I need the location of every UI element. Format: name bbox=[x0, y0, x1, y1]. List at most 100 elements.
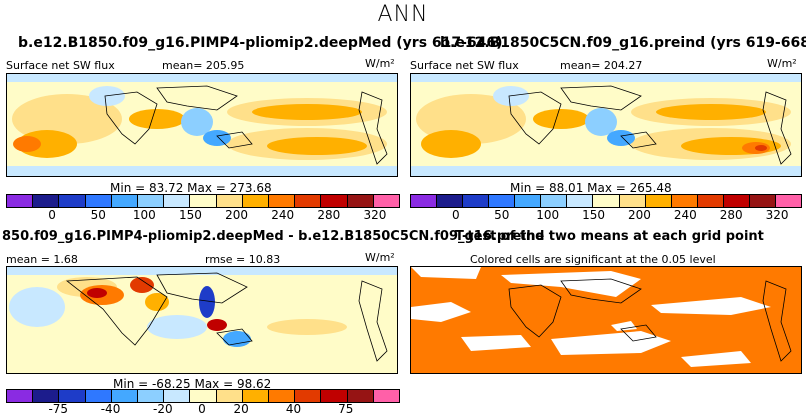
panel-c-map bbox=[6, 266, 398, 374]
panel-b-colorbar bbox=[410, 194, 802, 208]
colorbar-swatch bbox=[347, 390, 374, 402]
colorbar-tick-label: -75 bbox=[48, 402, 69, 416]
colorbar-tick-label: -20 bbox=[152, 402, 173, 416]
colorbar-tick-label: 240 bbox=[673, 208, 697, 222]
colorbar-swatch bbox=[216, 195, 243, 207]
colorbar-swatch bbox=[33, 390, 60, 402]
colorbar-swatch bbox=[347, 195, 374, 207]
colorbar-tick-label: 150 bbox=[179, 208, 202, 222]
colorbar-swatch bbox=[321, 195, 348, 207]
colorbar-swatch bbox=[723, 195, 750, 207]
colorbar-swatch bbox=[242, 390, 270, 402]
panel-b-title: b.e12.B1850C5CN.f09_g16.preind (yrs 619-… bbox=[440, 35, 806, 51]
colorbar-swatch bbox=[489, 195, 516, 207]
panel-b-minmax: Min = 88.01 Max = 265.48 bbox=[510, 181, 672, 195]
colorbar-tick-label: 50 bbox=[90, 208, 106, 222]
colorbar-swatch bbox=[85, 195, 112, 207]
colorbar-tick-label: 50 bbox=[494, 208, 510, 222]
panel-b-variable: Surface net SW flux bbox=[410, 59, 519, 72]
panel-c-field bbox=[7, 267, 397, 373]
colorbar-swatch bbox=[697, 195, 724, 207]
colorbar-swatch bbox=[593, 195, 620, 207]
colorbar-tick-label: 280 bbox=[317, 208, 341, 222]
colorbar-swatch bbox=[373, 195, 400, 207]
colorbar-tick-label: 75 bbox=[338, 402, 354, 416]
colorbar-swatch bbox=[321, 390, 348, 402]
colorbar-tick-label: -40 bbox=[100, 402, 121, 416]
colorbar-tick-label: 320 bbox=[765, 208, 789, 222]
colorbar-tick-label: 100 bbox=[536, 208, 560, 222]
colorbar-swatch bbox=[111, 390, 139, 402]
colorbar-swatch bbox=[463, 195, 490, 207]
panel-c-title: 850.f09_g16.PIMP4-pliomip2.deepMed - b.e… bbox=[2, 229, 545, 244]
colorbar-swatch bbox=[619, 195, 646, 207]
colorbar-tick-label: 100 bbox=[132, 208, 156, 222]
colorbar-swatch bbox=[269, 195, 296, 207]
colorbar-swatch bbox=[541, 195, 568, 207]
colorbar-swatch bbox=[111, 195, 139, 207]
colorbar-swatch bbox=[216, 390, 243, 402]
panel-b-field bbox=[411, 74, 801, 176]
colorbar-swatch bbox=[749, 195, 776, 207]
panel-b-colorbar-ticks: 0 50 100 150 200 240 280 320 bbox=[410, 208, 800, 222]
panel-c-colorbar-ticks: -75 -40 -20 0 20 40 75 bbox=[6, 402, 398, 416]
colorbar-tick-label: 0 bbox=[48, 208, 56, 222]
colorbar-swatch bbox=[138, 390, 165, 402]
colorbar-tick-label: 0 bbox=[452, 208, 460, 222]
colorbar-swatch bbox=[85, 390, 112, 402]
colorbar-swatch bbox=[567, 195, 594, 207]
colorbar-tick-label: 200 bbox=[627, 208, 651, 222]
panel-c-mean: mean = 1.68 bbox=[6, 253, 78, 266]
panel-c-units: W/m² bbox=[365, 251, 395, 264]
panel-d-title: T-test of the two means at each grid poi… bbox=[455, 229, 764, 244]
colorbar-swatch bbox=[164, 195, 191, 207]
colorbar-swatch bbox=[775, 195, 801, 207]
panel-b-units: W/m² bbox=[767, 57, 797, 70]
panel-a-minmax: Min = 83.72 Max = 273.68 bbox=[110, 181, 272, 195]
colorbar-swatch bbox=[269, 390, 296, 402]
colorbar-swatch bbox=[373, 390, 400, 402]
panel-a-colorbar-ticks: 0 50 100 150 200 240 280 320 bbox=[6, 208, 398, 222]
colorbar-tick-label: 200 bbox=[225, 208, 249, 222]
panel-a-mean: mean= 205.95 bbox=[162, 59, 245, 72]
colorbar-swatch bbox=[411, 195, 438, 207]
colorbar-tick-label: 0 bbox=[198, 402, 206, 416]
panel-a-variable: Surface net SW flux bbox=[6, 59, 115, 72]
figure-title: ANN bbox=[377, 2, 429, 27]
panel-d-significance-field bbox=[411, 267, 801, 373]
colorbar-swatch bbox=[671, 195, 698, 207]
colorbar-swatch bbox=[59, 390, 86, 402]
colorbar-swatch bbox=[164, 390, 191, 402]
panel-b-mean: mean= 204.27 bbox=[560, 59, 643, 72]
panel-c-colorbar bbox=[6, 389, 400, 403]
panel-c-rmse: rmse = 10.83 bbox=[205, 253, 281, 266]
colorbar-swatch bbox=[295, 390, 322, 402]
colorbar-swatch bbox=[645, 195, 672, 207]
panel-a-map bbox=[6, 73, 398, 177]
colorbar-swatch bbox=[515, 195, 542, 207]
colorbar-swatch bbox=[437, 195, 464, 207]
panel-a-field bbox=[7, 74, 397, 176]
colorbar-tick-label: 20 bbox=[233, 402, 249, 416]
colorbar-tick-label: 40 bbox=[285, 402, 302, 416]
colorbar-swatch bbox=[59, 195, 86, 207]
colorbar-swatch bbox=[190, 390, 217, 402]
panel-a-units: W/m² bbox=[365, 57, 395, 70]
colorbar-swatch bbox=[7, 390, 34, 402]
panel-a-title: b.e12.B1850.f09_g16.PIMP4-pliomip2.deepM… bbox=[18, 35, 503, 51]
panel-b-map bbox=[410, 73, 802, 177]
colorbar-swatch bbox=[295, 195, 322, 207]
panel-d-map bbox=[410, 266, 802, 374]
panel-a-colorbar bbox=[6, 194, 400, 208]
colorbar-tick-label: 150 bbox=[582, 208, 605, 222]
colorbar-swatch bbox=[7, 195, 34, 207]
colorbar-tick-label: 280 bbox=[719, 208, 743, 222]
colorbar-swatch bbox=[33, 195, 60, 207]
colorbar-swatch bbox=[190, 195, 217, 207]
colorbar-swatch bbox=[138, 195, 165, 207]
colorbar-tick-label: 320 bbox=[363, 208, 387, 222]
panel-d-subtitle: Colored cells are significant at the 0.0… bbox=[470, 253, 716, 266]
panel-c-minmax: Min = -68.25 Max = 98.62 bbox=[113, 377, 272, 391]
colorbar-tick-label: 240 bbox=[271, 208, 295, 222]
colorbar-swatch bbox=[242, 195, 270, 207]
